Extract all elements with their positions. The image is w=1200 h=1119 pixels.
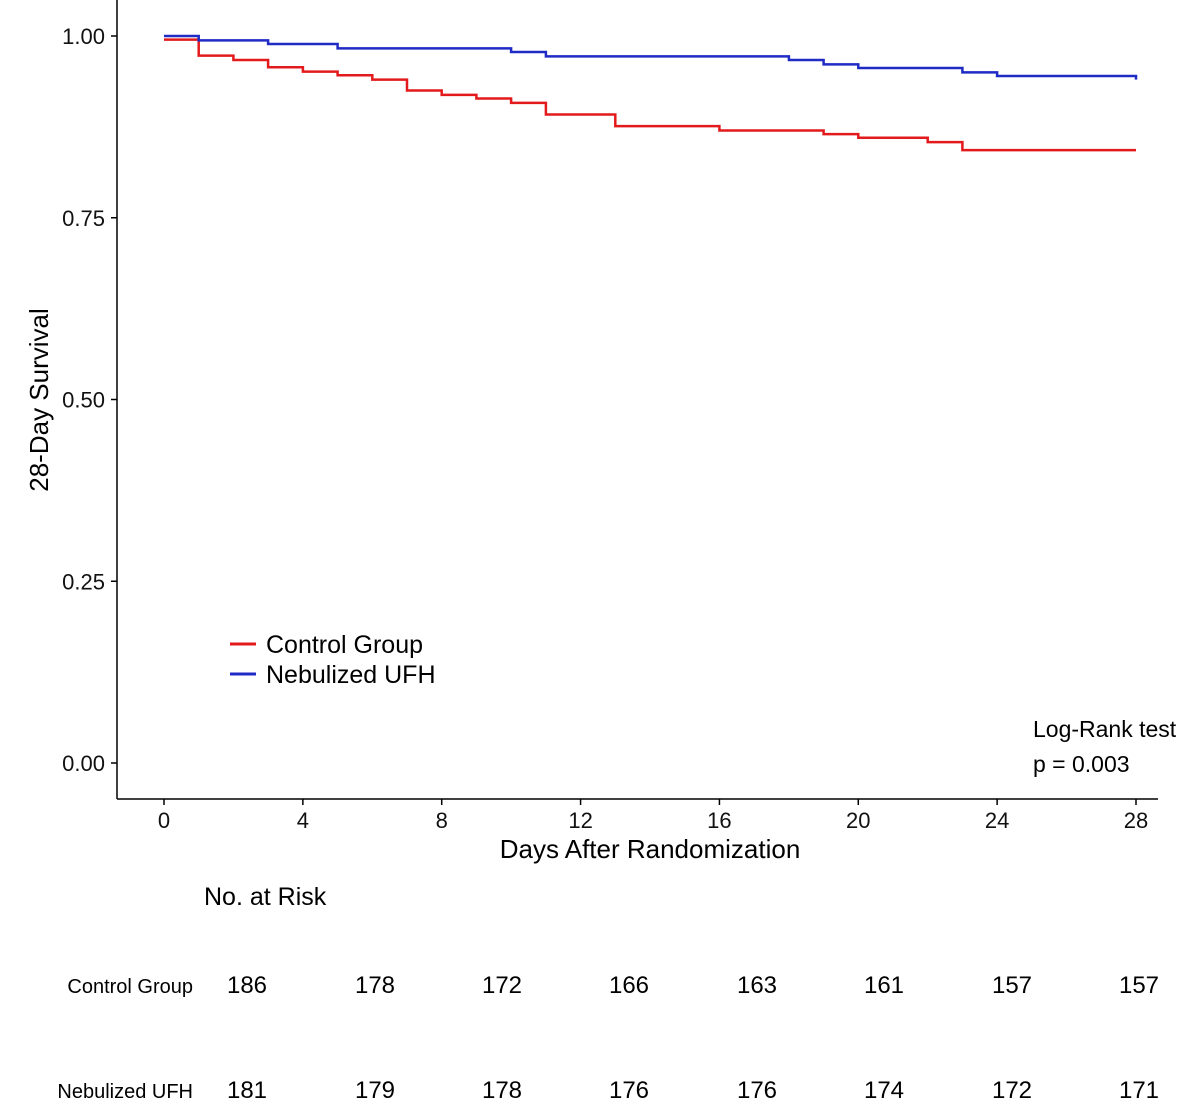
axes: 0.00 0.25 0.50 0.75 1.00 0 4 8 12 16 20 24 28 xyxy=(62,0,1158,833)
risk-value-cell: 172 xyxy=(992,1077,1032,1104)
x-tick-label: 4 xyxy=(297,808,309,833)
y-tick-label: 0.00 xyxy=(62,751,105,776)
survival-curves xyxy=(164,34,1138,152)
risk-value-cell: 176 xyxy=(737,1077,777,1104)
survival-curve-ufh xyxy=(164,34,1138,80)
y-tick-label: 0.50 xyxy=(62,388,105,413)
risk-table-title: No. at Risk xyxy=(204,883,327,911)
risk-value-cell: 178 xyxy=(482,1077,522,1104)
x-tick-label: 12 xyxy=(568,808,592,833)
risk-table: Control Group 186 178 172 166 163 161 157 157 Neb… xyxy=(57,972,1159,1104)
x-tick-label: 24 xyxy=(985,808,1009,833)
p-value-label: p = 0.003 xyxy=(1033,751,1130,777)
risk-value-cell: 166 xyxy=(609,972,649,999)
x-tick-label: 28 xyxy=(1124,808,1148,833)
risk-value-cell: 176 xyxy=(609,1077,649,1104)
risk-value-cell: 172 xyxy=(482,972,522,999)
risk-row-label: Control Group xyxy=(67,976,193,998)
x-axis-title: Days After Randomization xyxy=(500,834,801,864)
y-axis-title: 28-Day Survival xyxy=(24,308,54,492)
legend: Control Group Nebulized UFH xyxy=(230,631,436,689)
survival-curve-control xyxy=(164,38,1136,152)
risk-value-cell: 186 xyxy=(227,972,267,999)
y-tick-label: 1.00 xyxy=(62,24,105,49)
risk-value-cell: 163 xyxy=(737,972,777,999)
risk-value-cell: 161 xyxy=(864,972,904,999)
x-tick-label: 16 xyxy=(707,808,731,833)
x-tick-label: 20 xyxy=(846,808,870,833)
y-tick-label: 0.75 xyxy=(62,206,105,231)
x-tick-label: 8 xyxy=(436,808,448,833)
risk-value-cell: 157 xyxy=(1119,972,1159,999)
legend-label-control: Control Group xyxy=(266,631,423,659)
risk-value-cell: 157 xyxy=(992,972,1032,999)
risk-value-cell: 179 xyxy=(355,1077,395,1104)
risk-value-cell: 178 xyxy=(355,972,395,999)
risk-value-cell: 181 xyxy=(227,1077,267,1104)
x-tick-label: 0 xyxy=(158,808,170,833)
y-tick-label: 0.25 xyxy=(62,569,105,594)
risk-row-label: Nebulized UFH xyxy=(57,1081,193,1103)
risk-value-cell: 171 xyxy=(1119,1077,1159,1104)
legend-label-ufh: Nebulized UFH xyxy=(266,661,436,689)
logrank-test-label: Log-Rank test xyxy=(1033,716,1177,742)
risk-value-cell: 174 xyxy=(864,1077,904,1104)
